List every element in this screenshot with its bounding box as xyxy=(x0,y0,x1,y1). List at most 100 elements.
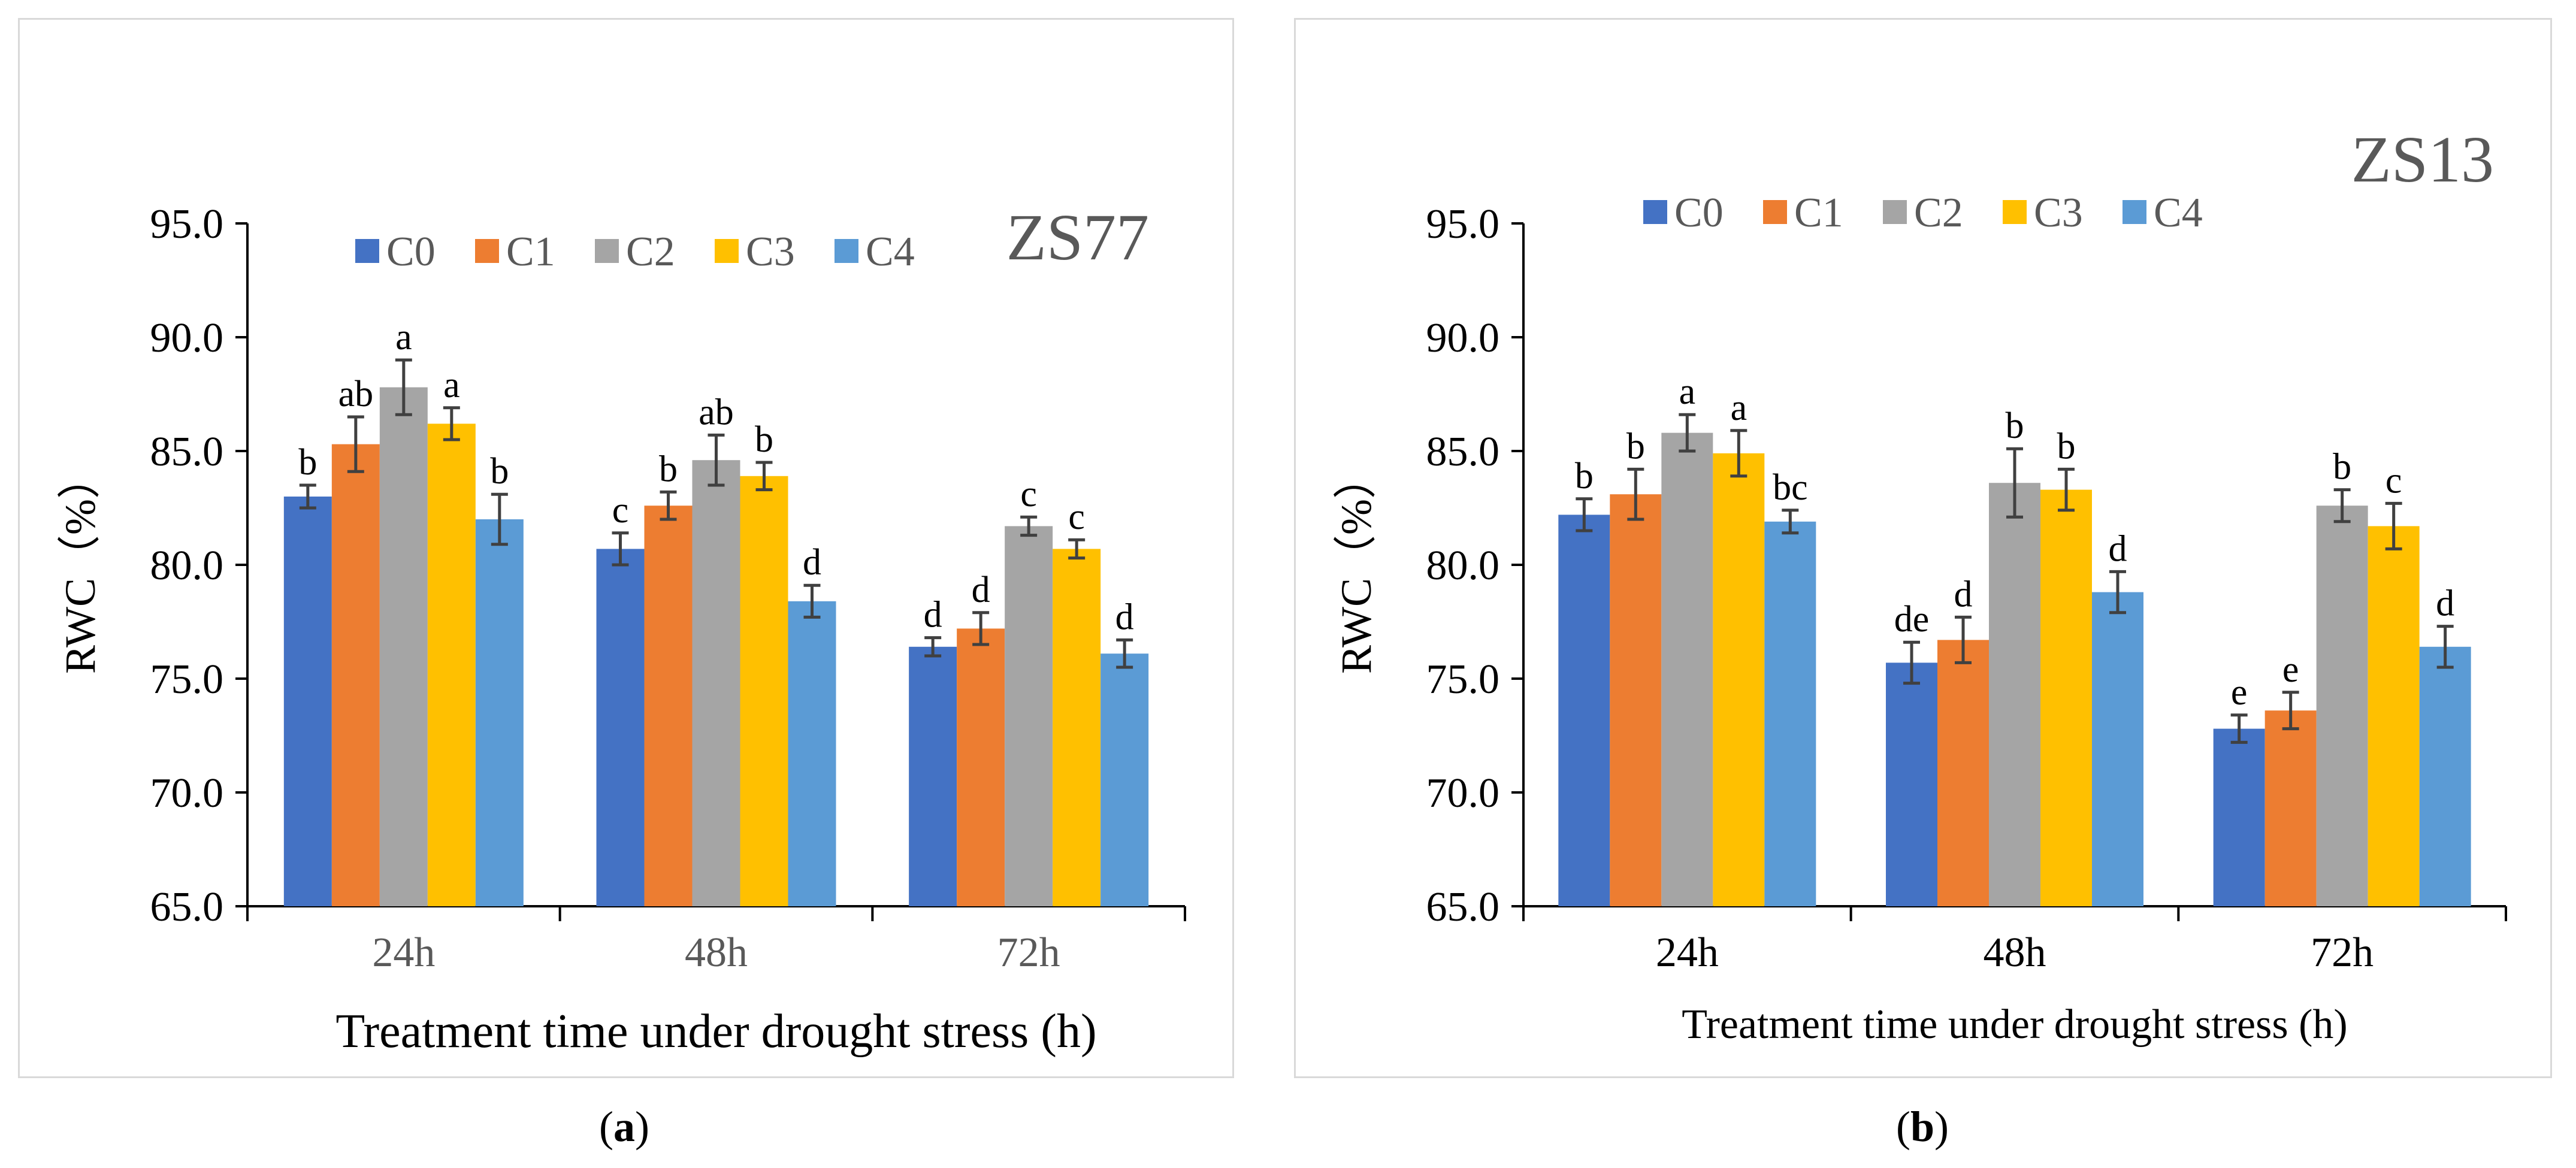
y-tick-label: 95.0 xyxy=(1426,201,1500,247)
significance-letter: d xyxy=(1954,574,1973,615)
y-tick-label: 80.0 xyxy=(1426,543,1500,589)
significance-letter: a xyxy=(1731,388,1747,428)
bar-C1-48h xyxy=(644,506,693,906)
x-axis-label: Treatment time under drought stress (h) xyxy=(1682,1001,2347,1048)
y-tick-label: 80.0 xyxy=(150,543,224,589)
legend-label-C1: C1 xyxy=(1794,190,1843,236)
bar-C4-24h xyxy=(475,519,524,906)
bar-chart-zs77: 65.070.075.080.085.090.095.0babaab24hcba… xyxy=(56,201,1186,1058)
panel-caption-b: (b) xyxy=(1896,1102,1949,1152)
caption-b-letter: b xyxy=(1910,1103,1935,1151)
bar-C4-48h xyxy=(788,601,836,906)
legend-swatch-C2 xyxy=(1883,200,1907,224)
bar-C2-48h xyxy=(1989,483,2040,906)
significance-letter: b xyxy=(2333,447,2351,488)
bar-C1-48h xyxy=(1937,640,1989,906)
significance-letter: c xyxy=(2385,460,2402,501)
legend-label-C3: C3 xyxy=(746,229,795,275)
significance-letter: b xyxy=(2006,406,2024,446)
y-tick-label: 65.0 xyxy=(150,884,224,930)
legend-label-C2: C2 xyxy=(626,229,675,275)
significance-letter: b xyxy=(298,442,317,483)
y-tick-label: 70.0 xyxy=(1426,770,1500,816)
significance-letter: b xyxy=(755,419,773,460)
y-tick-label: 90.0 xyxy=(1426,315,1500,361)
panel-caption-a: (a) xyxy=(599,1102,649,1152)
bar-C3-24h xyxy=(1713,453,1765,906)
bar-C2-48h xyxy=(692,460,740,906)
bar-C4-24h xyxy=(1764,521,1816,906)
significance-letter: a xyxy=(395,317,412,358)
y-tick-label: 85.0 xyxy=(1426,429,1500,475)
significance-letter: d xyxy=(1115,597,1134,637)
caption-a-letter: a xyxy=(613,1103,635,1151)
legend-swatch-C2 xyxy=(595,239,619,263)
bar-C0-72h xyxy=(2213,728,2265,906)
significance-letter: d xyxy=(2109,528,2127,569)
bar-C2-72h xyxy=(1005,526,1053,906)
bar-C3-24h xyxy=(427,423,476,906)
caption-b-open: ( xyxy=(1896,1103,1910,1151)
bar-C1-24h xyxy=(1610,494,1662,906)
bar-C2-24h xyxy=(1661,432,1713,906)
significance-letter: b xyxy=(659,449,678,489)
legend-swatch-C4 xyxy=(835,239,858,263)
significance-letter: d xyxy=(2436,583,2454,624)
y-tick-label: 75.0 xyxy=(1426,656,1500,703)
significance-letter: c xyxy=(612,490,629,531)
legend-label-C0: C0 xyxy=(386,229,436,275)
caption-b-close: ) xyxy=(1934,1103,1949,1151)
legend-label-C4: C4 xyxy=(866,229,915,275)
bar-C2-72h xyxy=(2316,506,2368,906)
bar-C1-72h xyxy=(2264,710,2317,906)
legend-swatch-C1 xyxy=(475,239,499,263)
bar-C0-24h xyxy=(1558,515,1610,906)
significance-letter: d xyxy=(924,595,942,636)
significance-letter: b xyxy=(490,451,509,492)
y-axis-label: RWC（%） xyxy=(56,456,104,674)
bar-C4-72h xyxy=(1100,653,1149,906)
bar-C1-24h xyxy=(331,444,380,906)
significance-letter: a xyxy=(443,365,460,406)
bar-C0-48h xyxy=(1886,662,1937,906)
legend-swatch-C0 xyxy=(1643,200,1667,224)
x-tick-label: 24h xyxy=(1656,930,1719,976)
bar-C1-72h xyxy=(957,628,1005,906)
significance-letter: ab xyxy=(338,374,374,414)
x-tick-label: 72h xyxy=(997,930,1060,976)
bar-C0-24h xyxy=(283,497,332,906)
legend-swatch-C4 xyxy=(2123,200,2146,224)
legend-label-C2: C2 xyxy=(1914,190,1963,236)
bar-C0-48h xyxy=(596,549,645,906)
bar-C3-48h xyxy=(740,476,788,906)
x-tick-label: 24h xyxy=(372,930,435,976)
chart-title: ZS77 xyxy=(1006,201,1149,274)
significance-letter: b xyxy=(2057,426,2076,467)
bar-C4-48h xyxy=(2092,592,2143,906)
legend-label-C0: C0 xyxy=(1674,190,1724,236)
legend-swatch-C1 xyxy=(1763,200,1787,224)
caption-a-open: ( xyxy=(599,1103,613,1151)
significance-letter: b xyxy=(1626,426,1645,467)
significance-letter: bc xyxy=(1773,467,1808,508)
chart-panel-b: 65.0 70.0 75.0 80.0 85.0 90.0 95.0 b b a a bc 24h de d… xyxy=(1294,18,2552,1078)
bar-C3-48h xyxy=(2040,489,2092,906)
legend-label-C4: C4 xyxy=(2154,190,2203,236)
chart-title: ZS13 xyxy=(2351,123,2494,196)
significance-letter: ab xyxy=(699,392,734,432)
significance-letter: c xyxy=(1068,497,1085,537)
significance-letter: c xyxy=(1020,474,1037,515)
x-tick-label: 48h xyxy=(685,930,748,976)
bar-C3-72h xyxy=(1053,549,1101,906)
significance-letter: e xyxy=(2282,649,2299,690)
legend-swatch-C3 xyxy=(715,239,739,263)
bar-C4-72h xyxy=(2419,646,2471,906)
y-tick-label: 75.0 xyxy=(150,656,224,703)
bar-C2-24h xyxy=(379,387,428,906)
chart-panel-a: 65.0 70.0 75.0 80.0 85.0 90.0 95.0 b ab a a b 24h c b a… xyxy=(18,18,1234,1078)
significance-letter: b xyxy=(1575,456,1594,497)
legend-label-C1: C1 xyxy=(506,229,555,275)
significance-letter: d xyxy=(972,570,990,610)
significance-letter: d xyxy=(803,542,821,583)
